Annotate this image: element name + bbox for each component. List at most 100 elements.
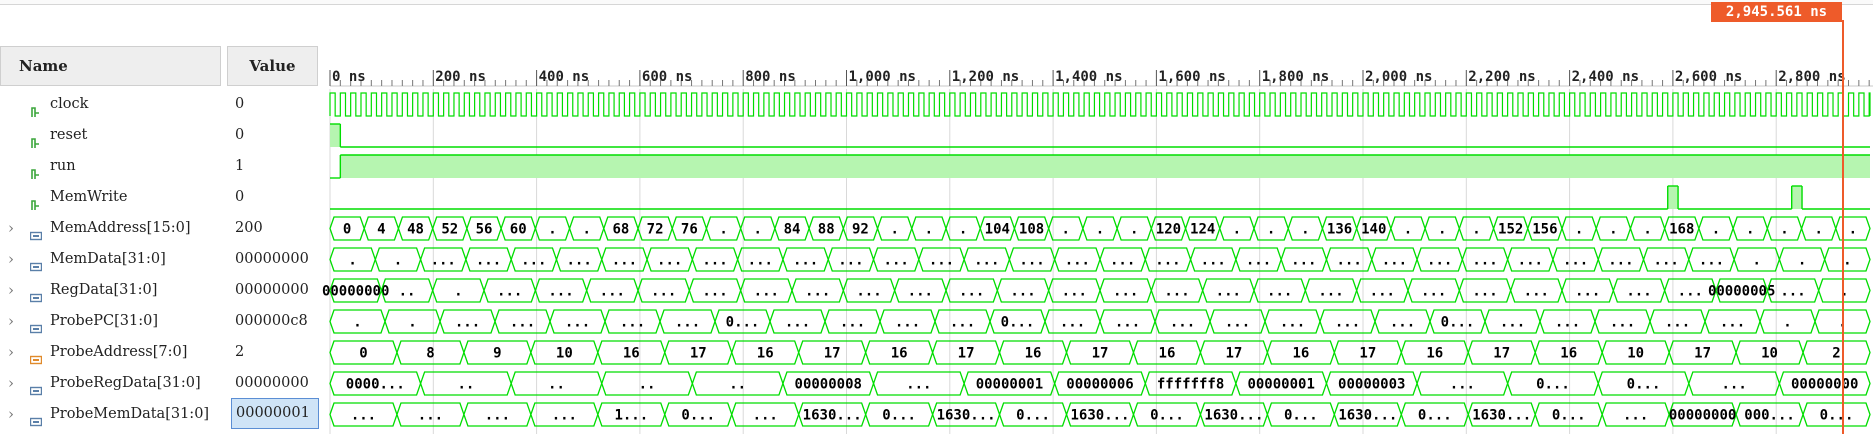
waveform-run[interactable] xyxy=(330,154,1871,179)
bus-segment: ... xyxy=(1649,309,1706,334)
bus-value-label: 00000000 xyxy=(1791,377,1858,393)
bus-value-label: ... xyxy=(1019,253,1044,269)
time-tick-label: 400 ns xyxy=(539,69,590,85)
bus-value-label: . xyxy=(1643,222,1651,238)
time-tick-label: 2,200 ns xyxy=(1468,69,1535,85)
signal-value-probememdata[interactable]: 00000001 xyxy=(231,398,319,429)
signal-row-memaddress[interactable]: › MemAddress[15:0] xyxy=(0,213,222,244)
time-tick-label: 600 ns xyxy=(642,69,693,85)
bus-segment: 8 xyxy=(396,340,465,365)
signal-row-run[interactable]: run xyxy=(0,151,222,182)
bus-value-label: . xyxy=(1096,222,1104,238)
bus-value-label: ... xyxy=(1780,284,1805,300)
bit-signal-icon xyxy=(30,192,41,210)
bus-value-label: ... xyxy=(1608,253,1633,269)
bus-segment: . xyxy=(1253,216,1289,241)
name-column-header[interactable]: Name xyxy=(0,46,221,86)
bus-value-label: . xyxy=(1404,222,1412,238)
waveform-regdata[interactable]: 00000000................................… xyxy=(322,278,1871,303)
bus-value-label: 156 xyxy=(1532,222,1557,238)
bus-value-label: ... xyxy=(702,284,727,300)
signal-row-probepc[interactable]: › ProbePC[31:0] xyxy=(0,306,222,337)
time-tick: 1,200 ns xyxy=(949,69,1044,86)
waveform-memwrite[interactable] xyxy=(330,185,1870,210)
bus-value-label: 00000005 xyxy=(1708,284,1775,300)
signal-row-probeaddress[interactable]: › ProbeAddress[7:0] xyxy=(0,337,222,368)
signal-row-probememdata[interactable]: › ProbeMemData[31:0] xyxy=(0,399,222,430)
bus-value-label: 8 xyxy=(426,346,434,362)
signal-row-proberegdata[interactable]: › ProbeRegData[31:0] xyxy=(0,368,222,399)
bus-segment: ... xyxy=(1150,278,1204,303)
expand-chevron-icon[interactable]: › xyxy=(8,374,14,392)
bus-segment: ... xyxy=(1047,278,1101,303)
bus-segment: ... xyxy=(739,278,793,303)
value-column-header[interactable]: Value xyxy=(227,46,318,86)
bus-value-label: ... xyxy=(1654,253,1679,269)
bus-segment: . xyxy=(1116,216,1153,241)
bus-segment: 00000001 xyxy=(963,371,1056,396)
waveform-probememdata[interactable]: ............ 1... 0...... 1630... 0... 1630..… xyxy=(329,402,1871,427)
waveform-memdata[interactable]: ........................................… xyxy=(329,247,1871,272)
bus-value-label: ... xyxy=(552,408,577,424)
bus-value-label: . xyxy=(454,284,462,300)
bus-segment: . xyxy=(1732,216,1769,241)
waveform-clock[interactable] xyxy=(329,92,1871,117)
bus-segment: ... xyxy=(1264,309,1321,334)
bus-value-label: . xyxy=(548,222,556,238)
bus-segment: ... xyxy=(1099,278,1153,303)
bus-segment: 1630... xyxy=(931,402,1001,427)
bus-segment: . xyxy=(945,216,981,241)
time-tick: 1,400 ns xyxy=(1052,69,1147,86)
signal-row-reset[interactable]: reset xyxy=(0,120,222,151)
waveform-memaddress[interactable]: 0 4 48 52 56 60.. 68 72 76.. 84 88 92... 104 108... 12… xyxy=(329,216,1871,241)
waveform-proberegdata[interactable]: 0000........... 00000008... 00000001 000000… xyxy=(329,371,1871,396)
bus-segment: 00000005 xyxy=(1708,278,1775,303)
time-tick: 2,600 ns xyxy=(1672,69,1767,86)
bus-value-label: ... xyxy=(1563,253,1588,269)
time-tick: 1,000 ns xyxy=(846,69,940,86)
signal-row-memwrite[interactable]: MemWrite xyxy=(0,182,222,213)
expand-chevron-icon[interactable]: › xyxy=(8,281,14,299)
bus-value-label: 136 xyxy=(1327,222,1352,238)
bit-signal-icon xyxy=(30,99,41,117)
bus-value-label: ... xyxy=(1427,253,1452,269)
waveform-probepc[interactable]: ................. 0............... 0......… xyxy=(329,309,1871,334)
expand-chevron-icon[interactable]: › xyxy=(8,343,14,361)
bus-value-label: 00000008 xyxy=(795,377,862,393)
waveform-reset[interactable] xyxy=(330,123,1870,148)
bus-segment: 16 xyxy=(1132,340,1202,365)
bus-segment: ... xyxy=(1642,247,1690,272)
expand-chevron-icon[interactable]: › xyxy=(8,250,14,268)
signal-row-regdata[interactable]: › RegData[31:0] xyxy=(0,275,222,306)
bus-segment: .. xyxy=(510,371,603,396)
expand-chevron-icon[interactable]: › xyxy=(8,312,14,330)
bus-segment: ... xyxy=(1008,247,1056,272)
bus-segment: ... xyxy=(842,278,896,303)
bus-value-label: . xyxy=(582,222,590,238)
toolbar-strip xyxy=(0,0,1873,5)
signal-row-clock[interactable]: clock xyxy=(0,89,222,120)
bus-segment: ... xyxy=(731,402,800,427)
bus-value-label: ... xyxy=(1472,284,1497,300)
waveform-probeaddress[interactable]: 0 8 9 10 16 17 16 17 16 17 16 17 16 17 16 17 16 17 16 10 17 1… xyxy=(329,340,1871,365)
expand-chevron-icon[interactable]: › xyxy=(8,219,14,237)
bus-value-label: ... xyxy=(1062,284,1087,300)
bus-value-label: ... xyxy=(1225,315,1250,331)
bus-segment: 48 xyxy=(397,216,434,241)
signal-row-memdata[interactable]: › MemData[31:0] xyxy=(0,244,222,275)
bus-value-label: 00000000 xyxy=(1669,408,1736,424)
bus-segment: 17 xyxy=(1065,340,1135,365)
bus-segment: ... xyxy=(879,309,936,334)
bus-value-label: .. xyxy=(457,377,474,393)
bus-value-label: . xyxy=(1814,222,1822,238)
bus-value-label: 4 xyxy=(377,222,385,238)
bus-segment: ... xyxy=(691,247,739,272)
bus-value-label: 16 xyxy=(891,346,908,362)
bus-value-label: ... xyxy=(497,284,522,300)
time-cursor-label[interactable]: 2,945.561 ns xyxy=(1711,2,1842,22)
bus-value-label: ... xyxy=(418,408,443,424)
expand-chevron-icon[interactable]: › xyxy=(8,405,14,423)
bus-segment: ... xyxy=(782,247,829,272)
bus-value-label: ... xyxy=(651,284,676,300)
